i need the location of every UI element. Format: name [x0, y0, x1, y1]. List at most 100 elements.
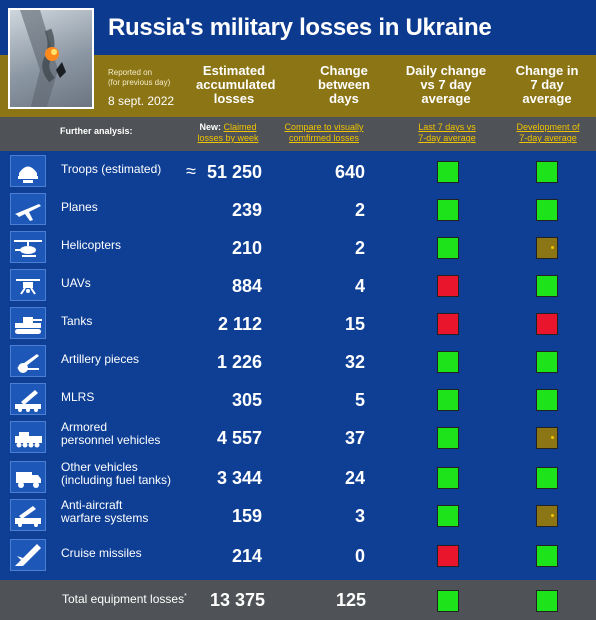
- analysis-label: Further analysis:: [60, 126, 133, 136]
- col-avg7-line: 7 day: [530, 77, 564, 92]
- last7-link-line[interactable]: Last 7 days vs: [418, 122, 476, 132]
- row-label-line: Other vehicles: [61, 460, 138, 474]
- row-label-line: Artillery pieces: [61, 352, 140, 366]
- row-label: Artillery pieces: [61, 353, 139, 366]
- col-daily-line: average: [421, 91, 471, 106]
- table-row: Troops (estimated) ≈51 250 640: [0, 152, 596, 189]
- new-prefix: New:: [199, 122, 221, 132]
- anti-aircraft-icon: [10, 499, 46, 531]
- daily-indicator-red: [437, 275, 459, 297]
- accumulated-value: 4 557: [216, 428, 262, 448]
- avg7-indicator-green: [536, 275, 558, 297]
- col-accumulated: Estimated accumulated losses: [196, 63, 276, 106]
- compare-link-line[interactable]: comfirmed losses: [288, 133, 360, 143]
- daily-indicator-green: [437, 199, 459, 221]
- total-label-text: Total equipment losses: [62, 592, 185, 606]
- avg7-indicator-green: [536, 351, 558, 373]
- row-label-line: (including fuel tanks): [61, 473, 172, 487]
- avg7-indicator-green: [536, 389, 558, 411]
- col-change-line: between: [317, 77, 370, 92]
- development-link-line[interactable]: 7-day average: [519, 133, 577, 143]
- last7-link-line[interactable]: 7-day average: [418, 133, 476, 143]
- change-value: 24: [344, 468, 365, 488]
- row-label: Other vehicles (including fuel tanks): [61, 461, 171, 487]
- table-row: Tanks 2 112 15: [0, 304, 596, 341]
- daily-indicator-green: [437, 161, 459, 183]
- avg7-indicator-gold: [536, 505, 558, 527]
- col-change-line: days: [329, 91, 359, 106]
- daily-indicator-green: [437, 467, 459, 489]
- avg7-indicator-gold: [536, 237, 558, 259]
- claimed-link-line[interactable]: losses by week: [197, 133, 259, 143]
- change-value: 15: [344, 314, 365, 334]
- row-label-line: warfare systems: [61, 511, 149, 525]
- claimed-losses-link[interactable]: New: Claimed losses by week: [188, 122, 268, 144]
- table-row: Artillery pieces 1 226 32: [0, 342, 596, 379]
- accumulated-value: 2 112: [217, 314, 262, 334]
- change-value: 32: [344, 352, 365, 372]
- daily-indicator-red: [437, 313, 459, 335]
- table-row: Cruise missiles 214 0: [0, 536, 596, 573]
- missile-icon: [10, 539, 46, 571]
- col-accumulated-line: accumulated: [196, 77, 276, 92]
- col-daily-line: vs 7 day: [420, 77, 472, 92]
- compare-confirmed-link[interactable]: Compare to visually comfirmed losses: [278, 122, 370, 144]
- drone-icon: [10, 269, 46, 301]
- header-photo: [8, 8, 94, 109]
- development-link-line[interactable]: Development of: [516, 122, 580, 132]
- analysis-bar: [0, 117, 596, 151]
- daily-indicator-green: [437, 389, 459, 411]
- table-row: Helicopters 210 2: [0, 228, 596, 265]
- row-label-line: Cruise missiles: [61, 546, 142, 560]
- row-label: Anti-aircraft warfare systems: [61, 499, 148, 525]
- row-label-line: Planes: [61, 200, 98, 214]
- row-label: Tanks: [61, 315, 92, 328]
- row-label-line: personnel vehicles: [61, 433, 161, 447]
- change-value: 37: [344, 428, 365, 448]
- row-label-line: Anti-aircraft: [61, 498, 123, 512]
- avg7-indicator-red: [536, 313, 558, 335]
- col-change: Change between days: [306, 64, 382, 106]
- compare-link-line[interactable]: Compare to visually: [284, 122, 364, 132]
- col-accumulated-line: Estimated: [202, 63, 266, 78]
- col-change-line: Change: [320, 63, 368, 78]
- daily-indicator-green: [437, 427, 459, 449]
- row-label-line: Helicopters: [61, 238, 122, 252]
- row-label: Helicopters: [61, 239, 121, 252]
- tank-icon: [10, 307, 46, 339]
- accumulated-value: 214: [231, 546, 262, 566]
- apc-icon: [10, 421, 46, 453]
- daily-indicator-green: [437, 505, 459, 527]
- plane-icon: [10, 193, 46, 225]
- change-value: 3: [354, 506, 365, 526]
- reported-line-2: (for previous day): [108, 78, 171, 87]
- avg7-indicator-green: [536, 161, 558, 183]
- avg7-indicator-green: [536, 545, 558, 567]
- daily-indicator-green: [437, 237, 459, 259]
- row-label-line: Armored: [61, 420, 108, 434]
- header-bar: [0, 0, 596, 55]
- table-row: Armored personnel vehicles 4 557 37: [0, 418, 596, 455]
- claimed-link-line[interactable]: Claimed: [223, 122, 257, 132]
- development-link[interactable]: Development of 7-day average: [508, 122, 588, 144]
- table-row: MLRS 305 5: [0, 380, 596, 417]
- row-label: UAVs: [61, 277, 91, 290]
- change-value: 2: [354, 238, 365, 258]
- row-label-line: UAVs: [61, 276, 91, 290]
- report-date: 8 sept. 2022: [108, 94, 175, 108]
- col-avg7-line: Change in: [515, 63, 579, 78]
- accumulated-value: 210: [231, 238, 262, 258]
- row-label-line: Tanks: [61, 314, 93, 328]
- change-value: 0: [354, 546, 365, 566]
- mlrs-icon: [10, 383, 46, 415]
- reported-line-1: Reported on: [108, 68, 153, 77]
- daily-indicator-red: [437, 545, 459, 567]
- accumulated-value: 1 226: [216, 352, 262, 372]
- avg7-indicator-green: [536, 467, 558, 489]
- table-row: Anti-aircraft warfare systems 159 3: [0, 496, 596, 533]
- row-label: MLRS: [61, 391, 94, 404]
- truck-icon: [10, 461, 46, 493]
- last7-link[interactable]: Last 7 days vs 7-day average: [410, 122, 484, 144]
- table-row: Other vehicles (including fuel tanks) 3 34…: [0, 458, 596, 495]
- total-change: 125: [335, 590, 366, 610]
